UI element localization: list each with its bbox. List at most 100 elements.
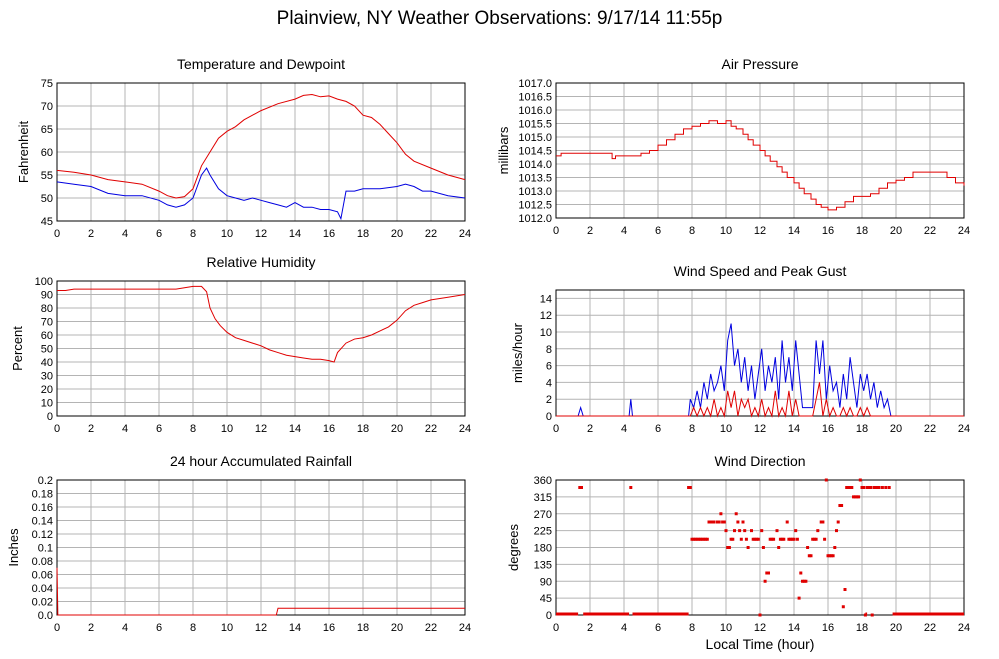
- direction-point: [812, 537, 816, 541]
- x-tick-label: 16: [822, 423, 834, 435]
- x-tick-label: 8: [190, 423, 196, 435]
- direction-point: [836, 520, 840, 524]
- plot-frame: [56, 280, 466, 417]
- direction-point: [580, 486, 583, 489]
- y-tick-label: 50: [41, 193, 53, 205]
- direction-point: [792, 537, 796, 541]
- direction-point: [716, 520, 719, 524]
- series-line: [56, 93, 466, 199]
- x-tick-label: 2: [587, 423, 593, 435]
- x-tick-label: 22: [924, 622, 936, 634]
- series-line: [556, 382, 964, 418]
- x-tick-label: 4: [122, 423, 128, 435]
- direction-point: [794, 529, 798, 533]
- y-axis-label: degrees: [506, 524, 521, 571]
- y-tick-label: 45: [540, 593, 552, 605]
- x-tick-label: 12: [754, 423, 766, 435]
- direction-point: [704, 537, 708, 541]
- direction-point: [761, 546, 765, 549]
- direction-point: [804, 579, 808, 583]
- x-tick-label: 20: [890, 225, 902, 237]
- x-tick-label: 0: [553, 622, 559, 634]
- y-tick-label: 0.12: [32, 529, 53, 541]
- direction-point: [756, 537, 760, 541]
- direction-point: [795, 537, 799, 541]
- y-tick-label: 0.04: [32, 583, 53, 595]
- y-tick-label: 50: [41, 344, 53, 356]
- direction-point: [846, 486, 850, 489]
- x-tick-label: 10: [720, 225, 732, 237]
- x-tick-label: 16: [323, 622, 335, 634]
- x-tick-label: 6: [655, 622, 661, 634]
- x-tick-label: 12: [255, 423, 267, 435]
- direction-point: [877, 486, 881, 489]
- y-tick-label: 0.2: [38, 475, 53, 487]
- direction-point: [693, 537, 697, 541]
- direction-point: [829, 554, 833, 558]
- direction-point: [833, 546, 837, 549]
- x-tick-label: 14: [788, 225, 800, 237]
- y-tick-label: 0.18: [32, 489, 53, 501]
- y-tick-label: 12: [540, 310, 552, 322]
- direction-point: [884, 486, 888, 489]
- x-tick-label: 16: [822, 225, 834, 237]
- y-axis-label: Inches: [6, 528, 21, 567]
- direction-point: [843, 588, 847, 591]
- direction-point: [755, 537, 759, 541]
- direction-point: [767, 571, 770, 575]
- x-tick-label: 20: [890, 423, 902, 435]
- direction-point: [751, 537, 755, 541]
- direction-point: [765, 571, 769, 575]
- x-tick-label: 0: [553, 225, 559, 237]
- direction-point: [772, 537, 776, 541]
- direction-point: [853, 495, 857, 499]
- x-tick-label: 14: [788, 622, 800, 634]
- y-tick-label: 1012.5: [518, 200, 552, 212]
- y-tick-label: 30: [41, 371, 53, 383]
- x-tick-label: 14: [289, 228, 301, 240]
- x-tick-label: 12: [255, 228, 267, 240]
- y-tick-label: 1015.0: [518, 132, 552, 144]
- y-tick-label: 40: [41, 357, 53, 369]
- x-tick-label: 6: [156, 228, 162, 240]
- y-tick-label: 100: [35, 276, 53, 288]
- y-tick-label: 360: [534, 475, 552, 487]
- x-tick-label: 20: [391, 423, 403, 435]
- direction-point: [858, 478, 862, 482]
- direction-point: [826, 554, 830, 558]
- x-tick-label: 20: [890, 622, 902, 634]
- x-tick-label: 14: [788, 423, 800, 435]
- y-tick-label: 80: [41, 303, 53, 315]
- y-tick-label: 1013.5: [518, 173, 552, 185]
- direction-point: [726, 546, 730, 549]
- direction-point: [823, 537, 827, 541]
- y-tick-label: 180: [534, 543, 552, 555]
- x-tick-label: 2: [88, 423, 94, 435]
- x-tick-label: 4: [621, 423, 627, 435]
- y-tick-label: 10: [41, 398, 53, 410]
- y-tick-label: 65: [41, 124, 53, 136]
- direction-point: [824, 478, 828, 482]
- direction-point: [743, 529, 747, 533]
- y-tick-label: 225: [534, 526, 552, 538]
- y-tick-label: 2: [546, 394, 552, 406]
- direction-point: [724, 529, 728, 533]
- x-tick-label: 22: [924, 225, 936, 237]
- direction-point: [862, 486, 866, 489]
- direction-point: [852, 495, 855, 499]
- direction-point: [741, 520, 745, 524]
- direction-point: [789, 537, 793, 541]
- x-tick-label: 20: [391, 622, 403, 634]
- plot-frame: [555, 82, 965, 219]
- y-tick-label: 6: [546, 361, 552, 373]
- y-tick-label: 1014.5: [518, 146, 552, 158]
- direction-point: [710, 520, 714, 524]
- x-tick-label: 6: [156, 423, 162, 435]
- x-tick-label: 2: [587, 225, 593, 237]
- x-tick-label: 0: [553, 423, 559, 435]
- y-tick-label: 0: [546, 610, 552, 622]
- direction-point: [744, 537, 748, 541]
- x-tick-label: 24: [958, 423, 970, 435]
- y-tick-label: 75: [41, 78, 53, 90]
- x-tick-label: 24: [958, 225, 970, 237]
